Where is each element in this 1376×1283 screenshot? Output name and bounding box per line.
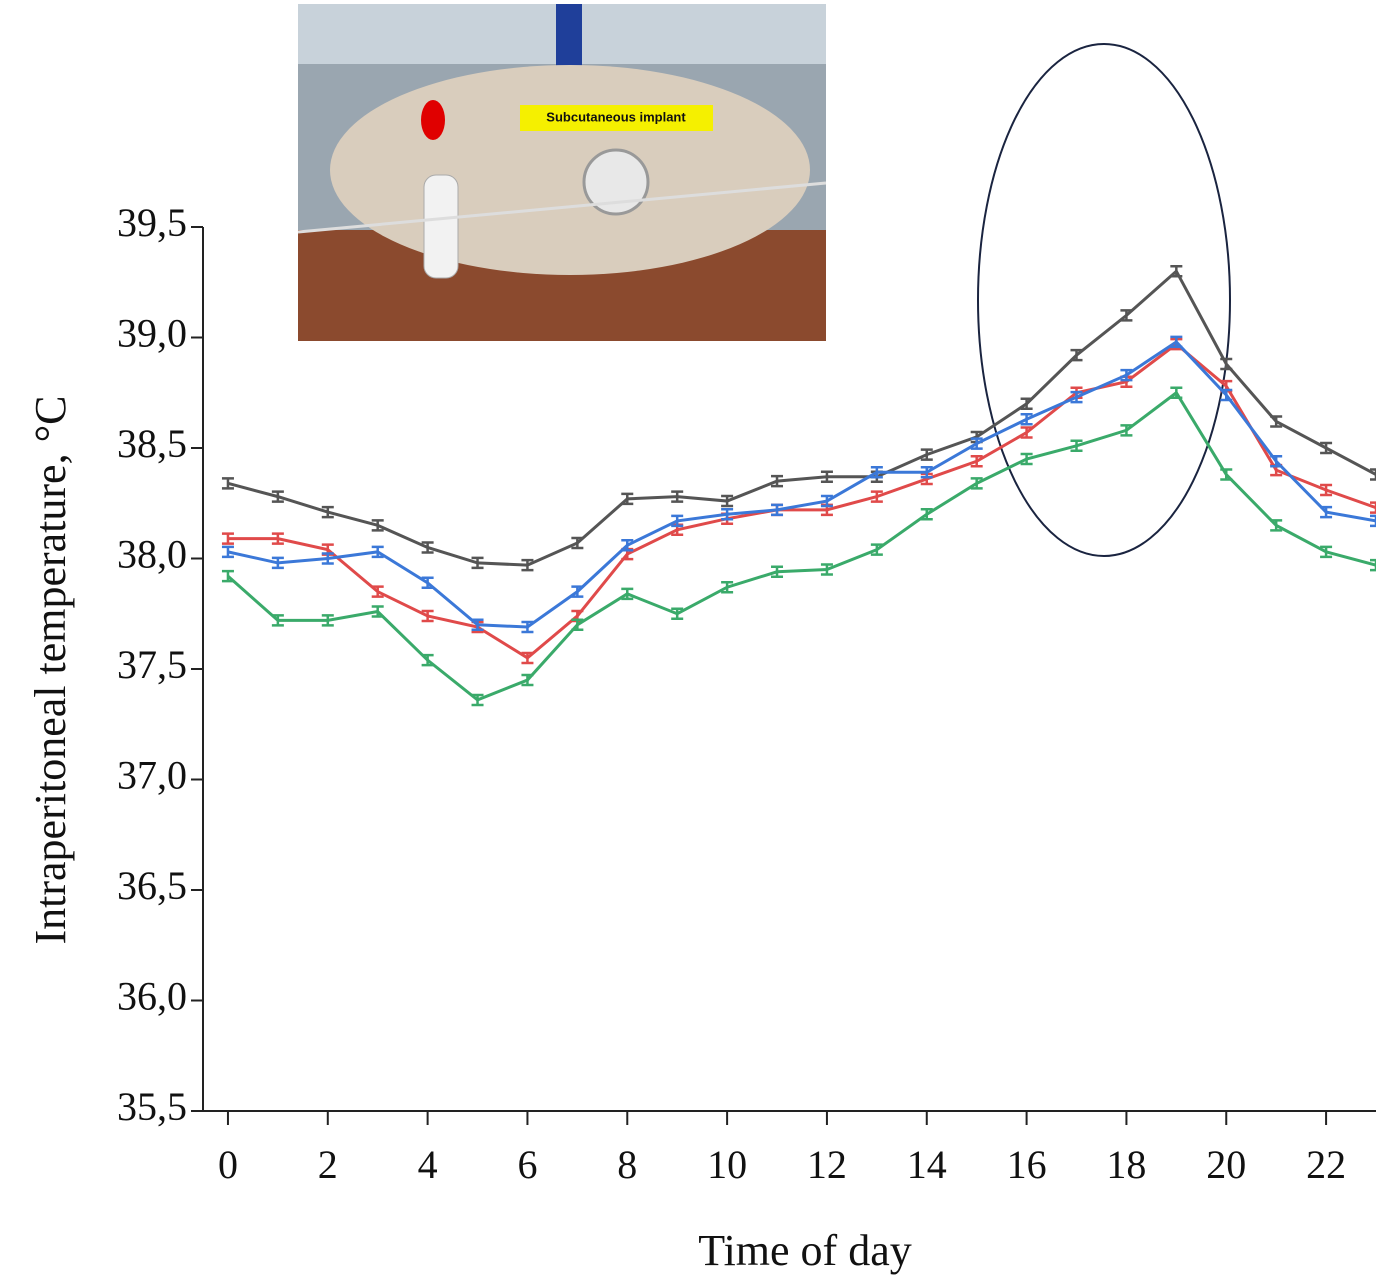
series-line — [228, 344, 1376, 658]
x-tick-label: 14 — [907, 1142, 947, 1187]
x-tick-label: 20 — [1206, 1142, 1246, 1187]
y-tick-label: 37,0 — [117, 753, 187, 798]
y-tick-label: 38,0 — [117, 532, 187, 577]
y-tick-label: 37,5 — [117, 642, 187, 687]
photo-cow — [330, 65, 810, 275]
x-axis-label: Time of day — [698, 1226, 912, 1275]
series-line — [228, 342, 1376, 627]
inset-photo: Subcutaneous implant — [298, 4, 826, 341]
chart: Subcutaneous implant Intraperitoneal tem… — [0, 0, 1376, 1283]
series-line — [228, 393, 1376, 700]
y-tick-label: 39,5 — [117, 200, 187, 245]
x-tick-label: 10 — [707, 1142, 747, 1187]
x-tick-label: 16 — [1007, 1142, 1047, 1187]
x-tick-label: 22 — [1306, 1142, 1346, 1187]
x-tick-label: 8 — [617, 1142, 637, 1187]
x-tick-label: 4 — [418, 1142, 438, 1187]
x-tick-label: 18 — [1106, 1142, 1146, 1187]
y-tick-label: 35,5 — [117, 1084, 187, 1129]
x-tick-label: 0 — [218, 1142, 238, 1187]
y-axis-label: Intraperitoneal temperature, °C — [26, 395, 75, 944]
y-tick-label: 39,0 — [117, 311, 187, 356]
y-tick-label: 36,0 — [117, 974, 187, 1019]
y-tick-label: 38,5 — [117, 421, 187, 466]
photo-device — [424, 175, 458, 278]
x-tick-label: 2 — [318, 1142, 338, 1187]
x-tick-label: 12 — [807, 1142, 847, 1187]
photo-marker — [421, 100, 445, 140]
y-tick-label: 36,5 — [117, 863, 187, 908]
x-tick-label: 6 — [517, 1142, 537, 1187]
annotation: Subcutaneous implant — [546, 109, 686, 124]
